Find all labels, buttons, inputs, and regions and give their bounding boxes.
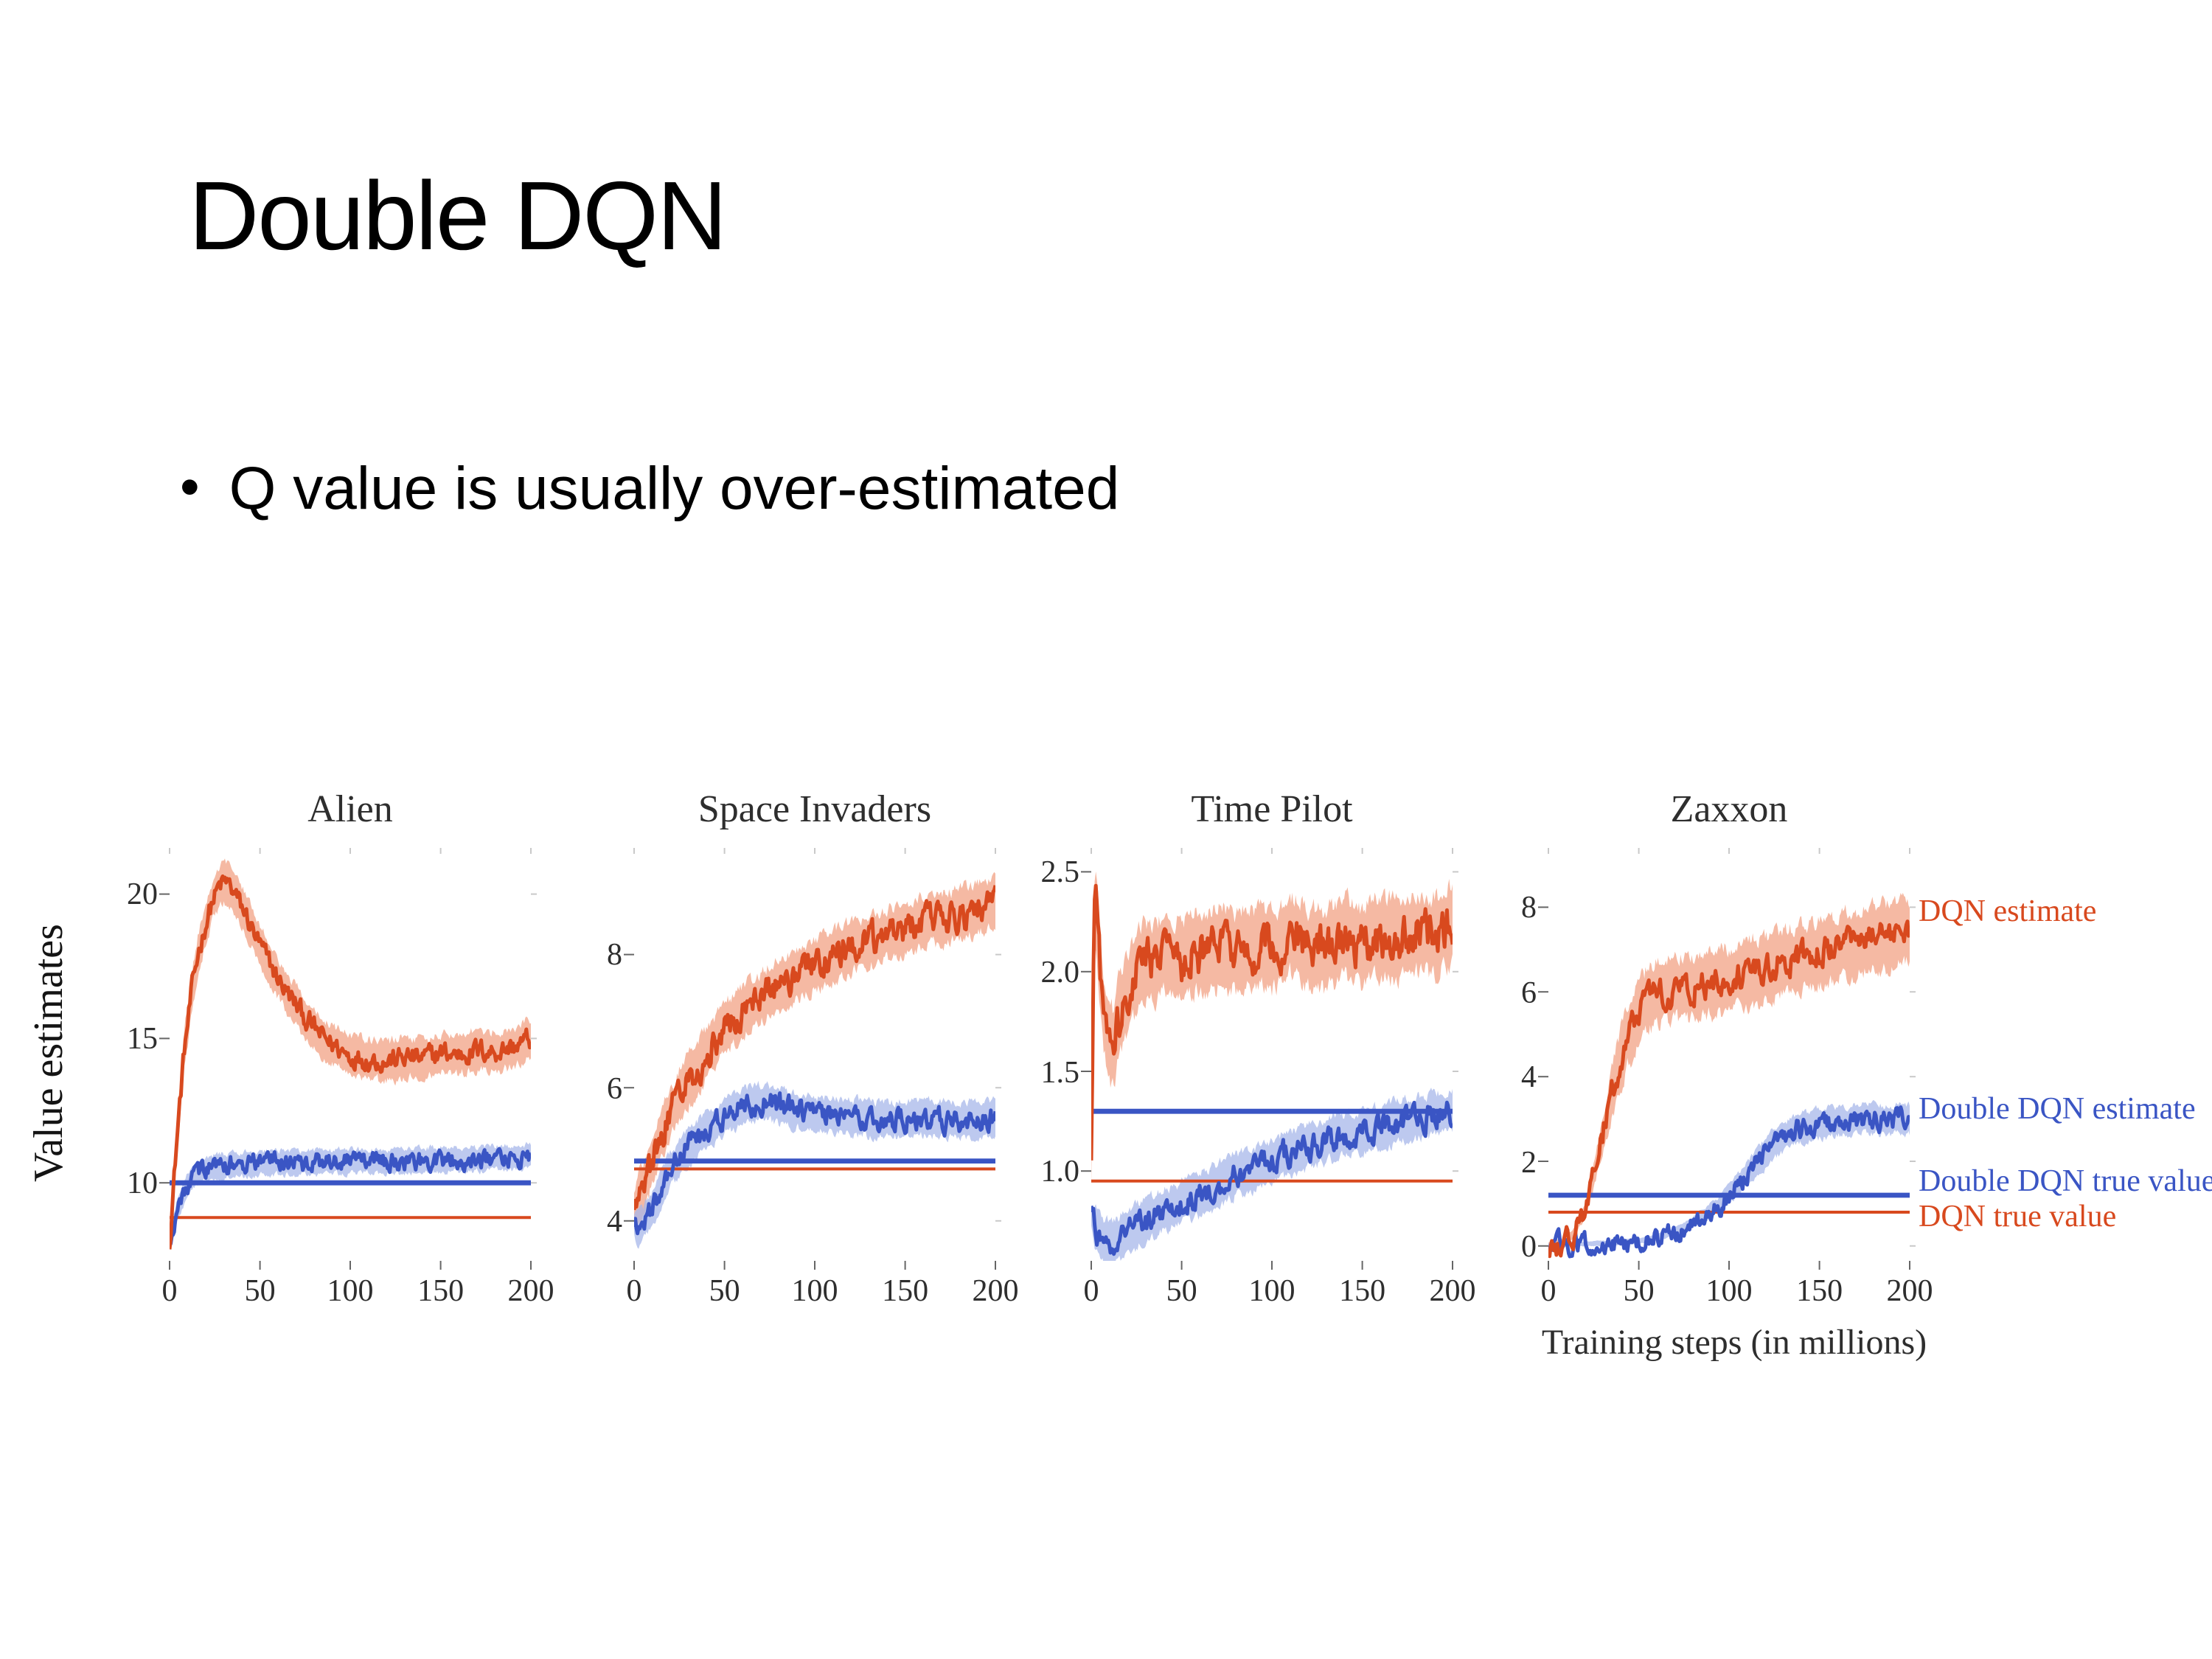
y-tick-label: 1.5 — [1040, 1054, 1080, 1089]
dqn-estimate-band — [1548, 893, 1910, 1246]
subplot-title: Space Invaders — [698, 787, 932, 830]
legend-double-dqn-true-value: Double DQN true value — [1919, 1163, 2212, 1198]
legend-dqn-estimate: DQN estimate — [1919, 893, 2097, 928]
x-tick-label: 0 — [161, 1273, 178, 1308]
x-tick-label: 150 — [1796, 1273, 1843, 1308]
double-dqn-estimate-curve — [1091, 1100, 1453, 1256]
dqn-estimate-curve — [170, 874, 531, 1250]
x-tick-label: 0 — [1083, 1273, 1099, 1308]
x-tick-label: 200 — [1886, 1273, 1933, 1308]
x-tick-label: 0 — [1540, 1273, 1557, 1308]
legend-double-dqn-estimate: Double DQN estimate — [1919, 1091, 2196, 1126]
y-tick-label: 2 — [1521, 1144, 1537, 1179]
x-tick-label: 50 — [1623, 1273, 1655, 1308]
subplot-canvas — [624, 848, 1001, 1270]
y-tick-label: 10 — [127, 1165, 158, 1201]
dqn-estimate-curve — [1548, 919, 1910, 1259]
y-tick-label: 2.5 — [1040, 854, 1080, 890]
subplot-title: Zaxxon — [1670, 787, 1788, 830]
double-dqn-estimate-curve — [170, 1147, 531, 1248]
y-tick-label: 1.0 — [1040, 1153, 1080, 1189]
bullet-marker: • — [180, 457, 200, 519]
y-tick-label: 4 — [1521, 1059, 1537, 1095]
y-tick-label: 6 — [1521, 974, 1537, 1010]
subplot-canvas — [159, 848, 537, 1270]
y-tick-label: 2.0 — [1040, 953, 1080, 990]
y-tick-label: 8 — [1521, 889, 1537, 925]
subplot-title: Alien — [307, 787, 393, 830]
double-dqn-estimate-curve — [634, 1091, 995, 1236]
x-tick-label: 50 — [244, 1273, 276, 1308]
y-tick-label: 6 — [607, 1070, 622, 1106]
bullet-text: Q value is usually over-estimated — [229, 454, 1120, 522]
y-tick-label: 15 — [127, 1020, 158, 1057]
x-tick-label: 100 — [1705, 1273, 1753, 1308]
x-tick-label: 100 — [1248, 1273, 1295, 1308]
x-tick-label: 50 — [709, 1273, 740, 1308]
y-tick-label: 4 — [607, 1203, 622, 1239]
subplot-title: Time Pilot — [1191, 787, 1353, 830]
x-tick-label: 100 — [327, 1273, 374, 1308]
x-tick-label: 200 — [507, 1273, 554, 1308]
x-tick-label: 200 — [972, 1273, 1019, 1308]
double-dqn-estimate-curve — [1548, 1105, 1910, 1259]
x-tick-label: 200 — [1429, 1273, 1476, 1308]
subplot-canvas — [1081, 848, 1458, 1270]
legend-dqn-true-value: DQN true value — [1919, 1198, 2117, 1234]
subplot-canvas — [1538, 848, 1916, 1270]
slide-title: Double DQN — [189, 161, 727, 270]
y-tick-label: 8 — [607, 936, 622, 973]
dqn-estimate-band — [634, 872, 995, 1228]
x-tick-label: 150 — [882, 1273, 929, 1308]
bullet-item: • Q value is usually over-estimated — [180, 454, 1119, 524]
x-tick-label: 150 — [417, 1273, 465, 1308]
dqn-estimate-band — [170, 858, 531, 1251]
dqn-estimate-band — [1091, 872, 1453, 1187]
double-dqn-estimate-band — [1091, 1088, 1453, 1261]
dqn-estimate-curve — [634, 885, 995, 1211]
y-tick-label: 20 — [127, 876, 158, 912]
x-tick-label: 100 — [791, 1273, 838, 1308]
double-dqn-estimate-band — [170, 1141, 531, 1248]
y-tick-label: 0 — [1521, 1228, 1537, 1264]
x-tick-label: 0 — [626, 1273, 642, 1308]
x-tick-label: 150 — [1339, 1273, 1386, 1308]
x-axis-label: Training steps (in millions) — [1541, 1324, 1927, 1363]
x-tick-label: 50 — [1166, 1273, 1197, 1308]
dqn-estimate-curve — [1091, 883, 1453, 1161]
